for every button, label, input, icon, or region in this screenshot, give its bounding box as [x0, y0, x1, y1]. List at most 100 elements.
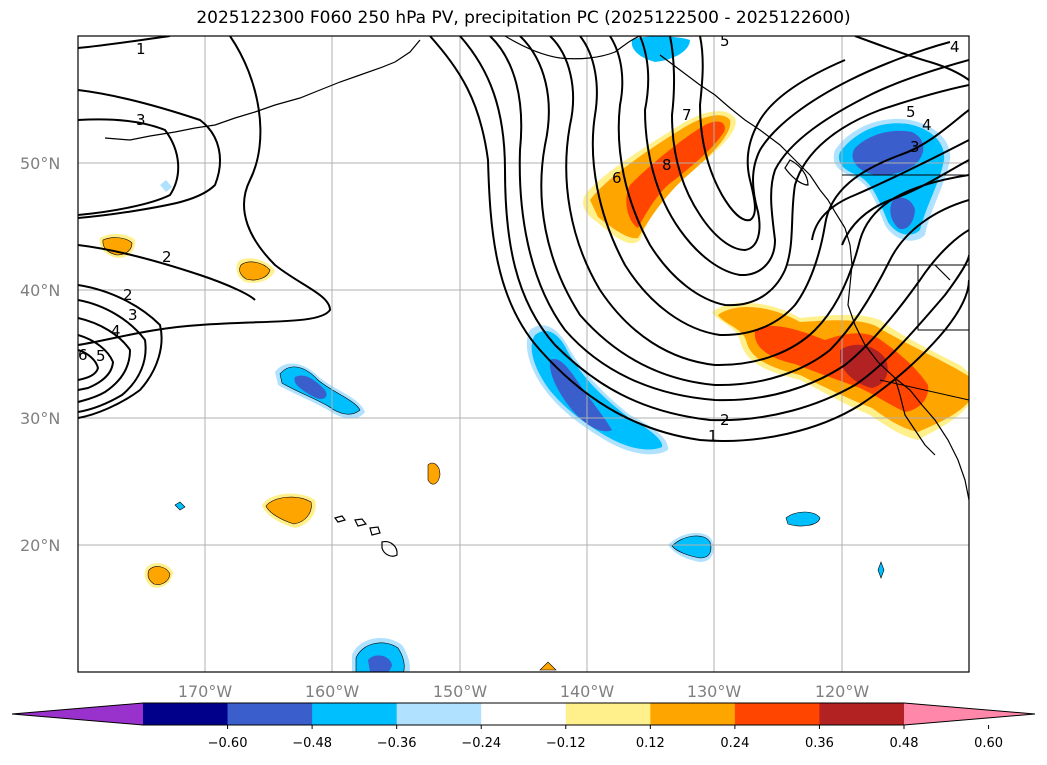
- pv-contour-ne-3: [854, 36, 969, 81]
- precip-negative-patch-6: [160, 180, 172, 192]
- colorbar-segment: [481, 703, 567, 725]
- pv-trough-inner-1: [669, 36, 951, 252]
- great-lakes-region: [934, 264, 951, 281]
- pv-contour-west-ridge: [78, 89, 221, 219]
- precip-negative-patch-7: [174, 501, 186, 511]
- colorbar-tick-label: 0.36: [805, 736, 834, 751]
- hawaii-1: [333, 515, 347, 523]
- pv-label: 8: [662, 156, 672, 174]
- pv-label: 3: [910, 138, 920, 156]
- precipitation-shading: [99, 36, 969, 672]
- lat-label-30n: 30°N: [20, 409, 60, 428]
- pv-trough-4: [519, 36, 969, 387]
- colorbar-segment: [734, 703, 820, 725]
- colorbar-tick-label: −0.60: [208, 736, 248, 751]
- pv-label: 3: [136, 111, 146, 129]
- pv-trough-2: [459, 36, 969, 422]
- hawaii-3: [369, 526, 381, 536]
- pv-trough-3: [489, 36, 969, 402]
- pv-trough-inner-2: [698, 36, 846, 222]
- graticule: [78, 36, 969, 672]
- colorbar-tick-label: 0.24: [720, 736, 749, 751]
- pv-contour-ne-2: [811, 139, 969, 241]
- colorbar-tick-label: 0.48: [890, 736, 919, 751]
- colorbar-tick-label: 0.12: [636, 736, 665, 751]
- coast-alaska-panhandle: [659, 54, 821, 191]
- pv-contour-labels: 1 3 2 2 3 4 5 6 5 6 7 8 5 4 3 2 1 4: [78, 32, 960, 445]
- pv-label: 2: [123, 286, 133, 304]
- pv-label: 7: [682, 106, 692, 124]
- pv-contour-ne-ridge: [841, 159, 969, 246]
- hawaii-2: [354, 518, 368, 527]
- pv-contour-2-left: [78, 244, 256, 301]
- pv-contour-big-ridge: [78, 36, 332, 346]
- borders: [787, 174, 969, 401]
- colorbar-extend-low: [12, 703, 143, 725]
- hawaii-4: [381, 541, 398, 557]
- map-content: 1 3 2 2 3 4 5 6 5 6 7 8 5 4 3 2 1 4: [78, 32, 969, 672]
- coast-baja: [894, 377, 936, 456]
- pv-label: 1: [708, 427, 718, 445]
- precip-negative-patch-8: [877, 561, 885, 579]
- pv-contour-nested-4: [78, 334, 115, 391]
- pv-contour-nested-3: [78, 317, 132, 403]
- colorbar-segment: [312, 703, 398, 725]
- colorbar-tick-label: 0.60: [974, 736, 1003, 751]
- pv-contour-nested-1: [78, 284, 163, 419]
- colorbar-tick-label: −0.24: [461, 736, 501, 751]
- colorbar-segment: [819, 703, 905, 725]
- lon-label-160w: 160°W: [305, 682, 360, 701]
- pv-contour-1-north: [78, 36, 171, 49]
- pv-contours: [78, 36, 969, 442]
- lon-label-140w: 140°W: [560, 682, 615, 701]
- lon-label-120w: 120°W: [815, 682, 870, 701]
- pv-label: 4: [111, 322, 121, 340]
- lat-label-50n: 50°N: [20, 154, 60, 173]
- precip-negative-patch-4: [785, 511, 821, 527]
- lon-label-170w: 170°W: [178, 682, 233, 701]
- colorbar-segment: [565, 703, 651, 725]
- pv-trough-7: [609, 36, 969, 307]
- precip-positive-patch-5: [427, 462, 441, 485]
- pv-label: 6: [78, 346, 88, 364]
- colorbar-tick-label: −0.36: [377, 736, 417, 751]
- colorbar-extend-high: [904, 703, 1035, 725]
- pv-trough-5: [549, 36, 969, 367]
- longitude-labels: 170°W 160°W 150°W 140°W 130°W 120°W: [178, 682, 870, 701]
- pv-contour-nested-2: [78, 299, 147, 413]
- pv-label: 3: [128, 306, 138, 324]
- colorbar-tick-label: −0.12: [546, 736, 586, 751]
- pv-trough-6: [579, 36, 969, 337]
- colorbar-segment: [396, 703, 482, 725]
- pv-label: 4: [922, 116, 932, 134]
- pv-label: 5: [906, 103, 916, 121]
- pv-label: 6: [612, 169, 622, 187]
- pv-contour-3: [78, 118, 180, 216]
- latitude-labels: 50°N 40°N 30°N 20°N: [20, 154, 60, 555]
- map-title: 2025122300 F060 250 hPa PV, precipitatio…: [196, 8, 851, 28]
- coast-us-west: [844, 227, 969, 501]
- lon-label-130w: 130°W: [687, 682, 742, 701]
- pv-contour-nested-5: [78, 349, 100, 381]
- precip-positive-patch-6: [539, 661, 557, 671]
- colorbar-segment: [650, 703, 736, 725]
- colorbar-outline: [11, 702, 1036, 726]
- colorbar: −0.60 −0.48 −0.36 −0.24 −0.12 0.12 0.24 0.36 0.4…: [11, 702, 1036, 751]
- pv-label: 5: [720, 32, 730, 50]
- colorbar-segment: [143, 703, 229, 725]
- lat-label-40n: 40°N: [20, 281, 60, 300]
- pv-label: 5: [96, 347, 106, 365]
- vancouver-island: [784, 159, 809, 186]
- pv-label: 2: [720, 411, 730, 429]
- map-border: [77, 35, 970, 673]
- pv-trough-1: [429, 36, 969, 442]
- colorbar-segment: [227, 703, 313, 725]
- colorbar-tick-label: −0.48: [292, 736, 332, 751]
- colorbar-ticks: −0.60 −0.48 −0.36 −0.24 −0.12 0.12 0.24 0.36 0.4…: [208, 725, 1003, 751]
- pv-label: 1: [136, 40, 146, 58]
- lat-label-20n: 20°N: [20, 536, 60, 555]
- colorbar-segments: [11, 702, 1036, 726]
- pv-label: 2: [162, 248, 172, 266]
- lon-label-150w: 150°W: [433, 682, 488, 701]
